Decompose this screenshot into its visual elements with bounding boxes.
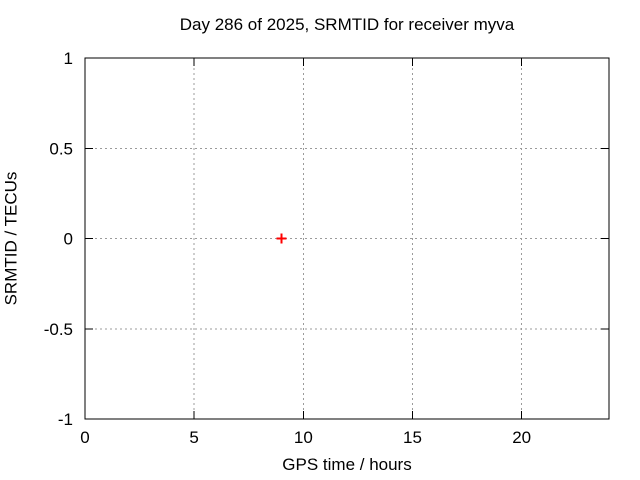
y-tick-label: -1 bbox=[58, 410, 73, 429]
y-tick-label: 1 bbox=[64, 49, 73, 68]
x-tick-label: 0 bbox=[80, 428, 89, 447]
y-tick-label: -0.5 bbox=[44, 320, 73, 339]
x-axis-label: GPS time / hours bbox=[282, 455, 412, 474]
y-tick-label: 0.5 bbox=[49, 139, 73, 158]
x-tick-label: 5 bbox=[189, 428, 198, 447]
y-tick-label: 0 bbox=[64, 230, 73, 249]
chart-title: Day 286 of 2025, SRMTID for receiver myv… bbox=[179, 15, 515, 34]
x-tick-label: 20 bbox=[512, 428, 531, 447]
x-tick-label: 15 bbox=[403, 428, 422, 447]
x-tick-label: 10 bbox=[294, 428, 313, 447]
